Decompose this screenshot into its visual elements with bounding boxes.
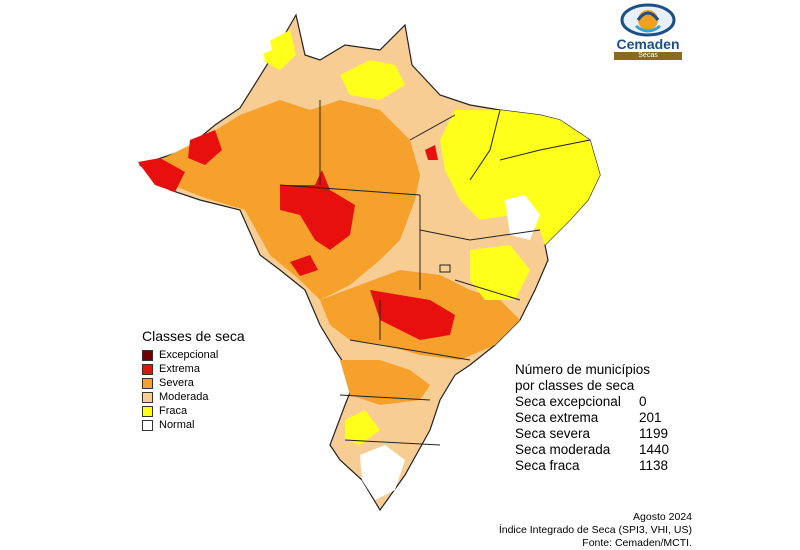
logo-band: Secas [614, 52, 682, 60]
stats-row: Seca excepcional 0 [515, 394, 669, 410]
legend-label: Extrema [159, 363, 200, 375]
stats-label: Seca extrema [515, 410, 599, 425]
legend-label: Moderada [159, 391, 209, 403]
legend-label: Normal [159, 419, 195, 431]
region-extrema-amazonas [188, 130, 222, 165]
stats-label: Seca fraca [515, 458, 580, 473]
stats-title-line1: Número de municípios [515, 362, 651, 377]
region-fraca-roraima [262, 30, 296, 70]
legend-label: Severa [159, 377, 194, 389]
municipality-stats: Número de municípios por classes de seca… [515, 362, 669, 474]
region-extrema-rondonia-south [290, 255, 318, 276]
region-normal-ne [505, 195, 540, 240]
region-fraca-south [345, 410, 380, 445]
legend-title: Classes de seca [142, 328, 245, 344]
legend: Classes de seca Excepcional Extrema Severa… [142, 328, 245, 432]
legend-swatch [142, 391, 153, 403]
legend-item: Normal [142, 418, 245, 432]
state-borders [279, 100, 591, 446]
footer-source: Fonte: Cemaden/MCTI. [582, 537, 692, 549]
legend-swatch [142, 349, 153, 361]
stats-label: Seca severa [515, 426, 591, 441]
stats-value: 1138 [639, 458, 669, 473]
footer: Agosto 2024 Índice Integrado de Seca (SP… [499, 511, 692, 550]
logo-name: Cemaden [616, 36, 680, 52]
legend-swatch [142, 377, 153, 389]
footer-date: Agosto 2024 [633, 511, 692, 523]
stats-value: 1440 [639, 442, 670, 457]
legend-swatch [142, 405, 153, 417]
region-normal-north [255, 30, 272, 55]
legend-items: Excepcional Extrema Severa Moderada Fraca Nor… [142, 348, 245, 432]
stats-row: Seca fraca 1138 [515, 458, 669, 474]
stats-label: Seca excepcional [515, 394, 621, 409]
legend-label: Excepcional [159, 349, 219, 361]
footer-index: Índice Integrado de Seca (SPI3, VHI, US) [498, 524, 692, 536]
region-fraca-north [340, 60, 405, 100]
region-extrema-acre [138, 158, 185, 192]
legend-item: Moderada [142, 390, 245, 404]
stats-value: 0 [639, 394, 647, 409]
legend-item: Fraca [142, 404, 245, 418]
legend-item: Excepcional [142, 348, 245, 362]
region-extrema-para [425, 145, 438, 160]
legend-label: Fraca [159, 405, 188, 417]
region-fraca-northeast [440, 110, 600, 245]
stats-value: 1199 [639, 426, 669, 441]
region-extrema-center [370, 290, 455, 340]
legend-item: Extrema [142, 362, 245, 376]
legend-swatch [142, 363, 153, 375]
region-severa-south [340, 360, 430, 405]
legend-swatch [142, 419, 153, 431]
cemaden-logo [620, 3, 676, 37]
stats-value: 201 [639, 410, 662, 425]
stats-row: Seca moderada 1440 [515, 442, 669, 458]
stats-row: Seca extrema 201 [515, 410, 669, 426]
stats-row: Seca severa 1199 [515, 426, 669, 442]
stats-title-line2: por classes de seca [515, 378, 635, 393]
stats-label: Seca moderada [515, 442, 611, 457]
region-normal-south [360, 445, 405, 500]
stats-rows: Seca excepcional 0 Seca extrema 201 Seca sev… [515, 394, 669, 474]
region-fraca-east [470, 245, 530, 300]
region-extrema-rondonia [280, 170, 355, 250]
legend-item: Severa [142, 376, 245, 390]
